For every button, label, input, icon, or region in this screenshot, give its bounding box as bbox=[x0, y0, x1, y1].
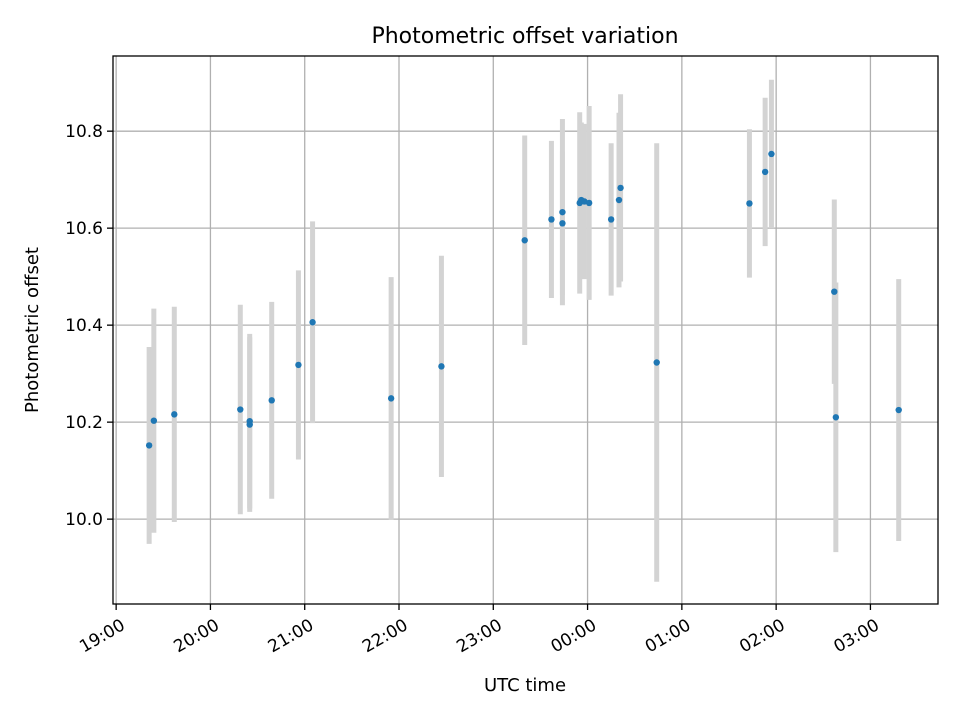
y-tick-label: 10.0 bbox=[65, 510, 103, 530]
x-tick-label: 02:00 bbox=[736, 615, 788, 657]
data-point bbox=[246, 417, 253, 425]
y-tick-label: 10.2 bbox=[65, 413, 103, 433]
data-point bbox=[548, 216, 555, 223]
data-point bbox=[171, 411, 178, 418]
x-tick-label: 22:00 bbox=[359, 615, 411, 657]
data-point bbox=[607, 216, 615, 223]
data-point bbox=[145, 442, 153, 449]
data-point bbox=[295, 361, 302, 369]
x-axis: 19:00 20:00 21:00 22:00 23:00 00:00 01:00 02:00… bbox=[76, 604, 883, 657]
x-tick-label: 03:00 bbox=[830, 615, 882, 657]
x-axis-label: UTC time bbox=[484, 675, 566, 696]
y-tick-label: 10.4 bbox=[65, 316, 103, 336]
y-axis: 10.0 10.2 10.4 10.6 10.8 bbox=[65, 122, 113, 530]
data-point bbox=[150, 417, 158, 424]
data-point bbox=[832, 414, 840, 421]
y-tick-label: 10.6 bbox=[65, 219, 103, 239]
data-point bbox=[521, 237, 528, 244]
x-tick-label: 23:00 bbox=[453, 615, 505, 657]
data-point bbox=[237, 406, 244, 413]
x-tick-label: 01:00 bbox=[642, 615, 694, 657]
y-axis-label: Photometric offset bbox=[22, 247, 43, 413]
data-point bbox=[768, 150, 775, 158]
data-point bbox=[559, 208, 566, 216]
data-point bbox=[387, 395, 395, 402]
data-points bbox=[145, 150, 902, 449]
data-point bbox=[559, 220, 566, 227]
x-tick-label: 21:00 bbox=[265, 615, 317, 657]
chart-title: Photometric offset variation bbox=[371, 24, 678, 49]
y-tick-label: 10.8 bbox=[65, 122, 103, 142]
data-point bbox=[268, 397, 275, 404]
data-point bbox=[617, 184, 624, 192]
data-point bbox=[585, 199, 593, 207]
error-bars bbox=[146, 79, 902, 582]
data-point bbox=[831, 288, 838, 295]
data-point bbox=[615, 196, 623, 204]
x-tick-label: 19:00 bbox=[76, 615, 128, 657]
data-point bbox=[438, 363, 445, 370]
data-point bbox=[309, 319, 316, 326]
data-point bbox=[761, 168, 769, 176]
data-point bbox=[653, 359, 660, 366]
plot-frame bbox=[112, 55, 939, 605]
x-tick-label: 00:00 bbox=[548, 615, 600, 657]
data-point bbox=[895, 406, 902, 414]
x-tick-label: 20:00 bbox=[170, 615, 222, 657]
data-point bbox=[746, 200, 753, 207]
